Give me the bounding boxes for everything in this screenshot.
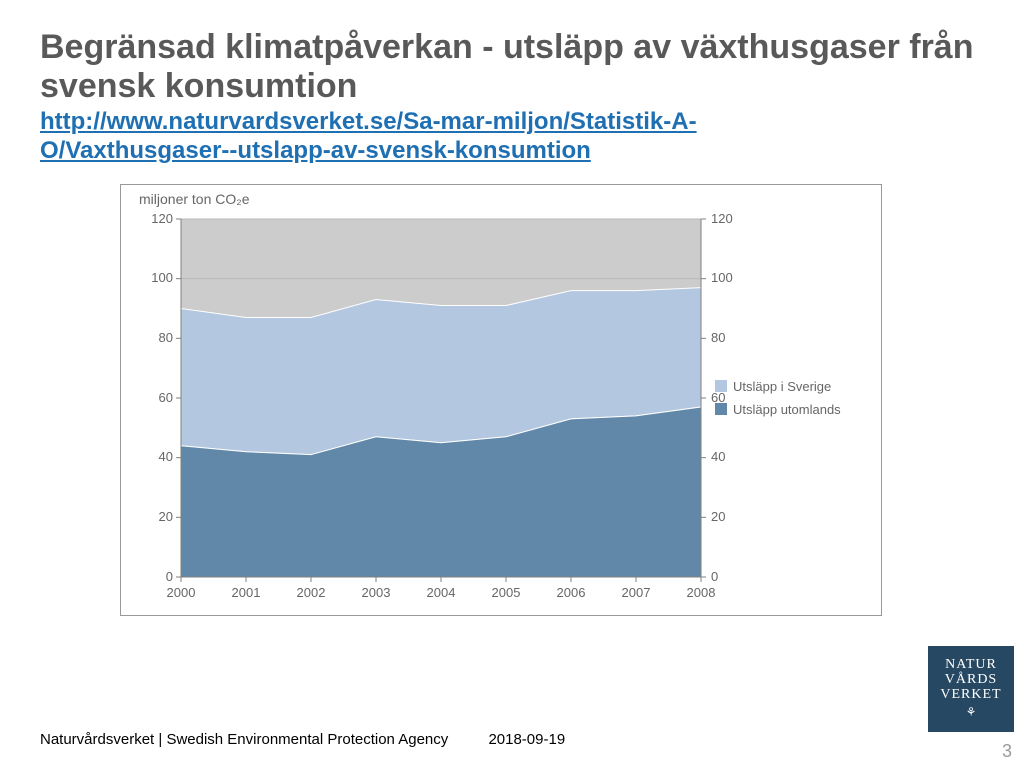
xtick: 2006 <box>546 585 596 600</box>
source-link[interactable]: http://www.naturvardsverket.se/Sa-mar-mi… <box>40 108 760 166</box>
y-axis-label: miljoner ton CO₂e <box>139 191 249 207</box>
ytick-left: 0 <box>133 569 173 584</box>
ytick-right: 40 <box>711 449 751 464</box>
logo-line-3: VERKET <box>940 688 1001 703</box>
slide: Begränsad klimatpåverkan - utsläpp av vä… <box>0 0 1024 768</box>
xtick: 2008 <box>676 585 726 600</box>
ytick-right: 20 <box>711 509 751 524</box>
footer: Naturvårdsverket | Swedish Environmental… <box>40 731 565 748</box>
ytick-left: 60 <box>133 390 173 405</box>
legend-swatch <box>715 403 727 415</box>
logo-line-1: NATUR <box>945 658 997 673</box>
ytick-left: 120 <box>133 211 173 226</box>
xtick: 2002 <box>286 585 336 600</box>
chart-container: miljoner ton CO₂e Utsläpp i SverigeUtslä… <box>120 184 882 616</box>
xtick: 2001 <box>221 585 271 600</box>
ytick-left: 100 <box>133 270 173 285</box>
logo-ornament: ⚘ <box>966 705 977 720</box>
ytick-right: 60 <box>711 390 751 405</box>
xtick: 2003 <box>351 585 401 600</box>
ytick-right: 80 <box>711 330 751 345</box>
page-title: Begränsad klimatpåverkan - utsläpp av vä… <box>40 28 984 106</box>
plot-area <box>181 219 701 577</box>
agency-logo: NATUR VÅRDS VERKET ⚘ <box>928 646 1014 732</box>
footer-org: Naturvårdsverket | Swedish Environmental… <box>40 731 448 748</box>
ytick-left: 20 <box>133 509 173 524</box>
ytick-right: 0 <box>711 569 751 584</box>
footer-date: 2018-09-19 <box>488 731 565 748</box>
ytick-right: 100 <box>711 270 751 285</box>
ytick-left: 40 <box>133 449 173 464</box>
plot-row: Utsläpp i SverigeUtsläpp utomlands <box>181 219 871 577</box>
ytick-left: 80 <box>133 330 173 345</box>
xtick: 2005 <box>481 585 531 600</box>
xtick: 2000 <box>156 585 206 600</box>
page-number: 3 <box>1002 741 1012 762</box>
xtick: 2004 <box>416 585 466 600</box>
xtick: 2007 <box>611 585 661 600</box>
ytick-right: 120 <box>711 211 751 226</box>
logo-line-2: VÅRDS <box>945 673 997 688</box>
